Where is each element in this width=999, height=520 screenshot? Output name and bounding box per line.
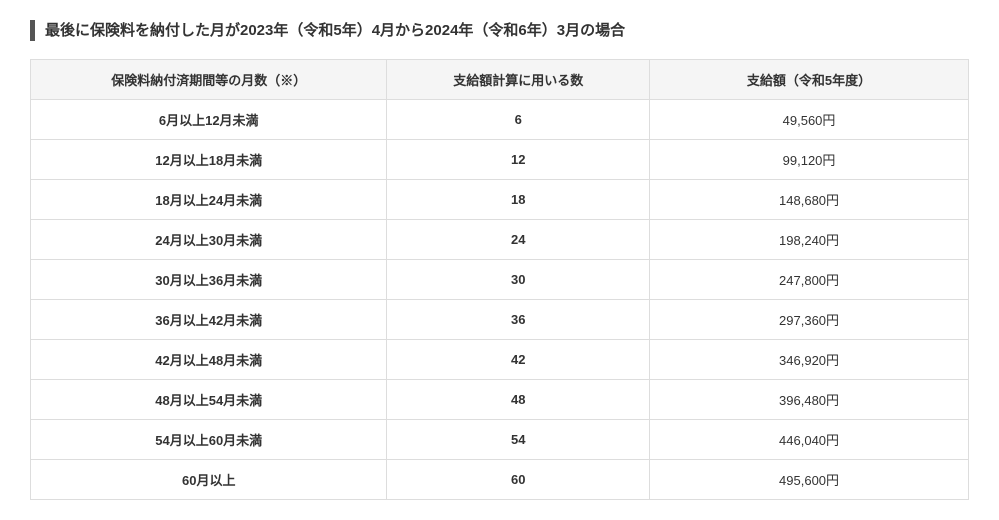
cell-period: 60月以上 — [31, 460, 387, 500]
col-header-number: 支給額計算に用いる数 — [387, 60, 650, 100]
table-row: 60月以上60495,600円 — [31, 460, 969, 500]
cell-amount: 297,360円 — [650, 300, 969, 340]
table-row: 36月以上42月未満36297,360円 — [31, 300, 969, 340]
cell-amount: 198,240円 — [650, 220, 969, 260]
page-title: 最後に保険料を納付した月が2023年（令和5年）4月から2024年（令和6年）3… — [45, 20, 969, 41]
table-row: 42月以上48月未満42346,920円 — [31, 340, 969, 380]
cell-amount: 446,040円 — [650, 420, 969, 460]
cell-period: 24月以上30月未満 — [31, 220, 387, 260]
cell-period: 30月以上36月未満 — [31, 260, 387, 300]
cell-amount: 396,480円 — [650, 380, 969, 420]
table-row: 24月以上30月未満24198,240円 — [31, 220, 969, 260]
table-row: 18月以上24月未満18148,680円 — [31, 180, 969, 220]
cell-amount: 495,600円 — [650, 460, 969, 500]
cell-amount: 99,120円 — [650, 140, 969, 180]
col-header-amount: 支給額（令和5年度） — [650, 60, 969, 100]
cell-number: 54 — [387, 420, 650, 460]
cell-amount: 247,800円 — [650, 260, 969, 300]
cell-number: 30 — [387, 260, 650, 300]
cell-number: 6 — [387, 100, 650, 140]
cell-amount: 346,920円 — [650, 340, 969, 380]
title-bar: 最後に保険料を納付した月が2023年（令和5年）4月から2024年（令和6年）3… — [30, 20, 969, 41]
table-header-row: 保険料納付済期間等の月数（※） 支給額計算に用いる数 支給額（令和5年度） — [31, 60, 969, 100]
cell-number: 60 — [387, 460, 650, 500]
col-header-period: 保険料納付済期間等の月数（※） — [31, 60, 387, 100]
cell-number: 18 — [387, 180, 650, 220]
table-row: 30月以上36月未満30247,800円 — [31, 260, 969, 300]
cell-number: 12 — [387, 140, 650, 180]
table-row: 12月以上18月未満1299,120円 — [31, 140, 969, 180]
cell-period: 48月以上54月未満 — [31, 380, 387, 420]
cell-period: 42月以上48月未満 — [31, 340, 387, 380]
cell-period: 12月以上18月未満 — [31, 140, 387, 180]
cell-period: 54月以上60月未満 — [31, 420, 387, 460]
cell-number: 48 — [387, 380, 650, 420]
table-row: 6月以上12月未満649,560円 — [31, 100, 969, 140]
table-row: 48月以上54月未満48396,480円 — [31, 380, 969, 420]
cell-number: 24 — [387, 220, 650, 260]
cell-number: 36 — [387, 300, 650, 340]
cell-period: 18月以上24月未満 — [31, 180, 387, 220]
cell-period: 6月以上12月未満 — [31, 100, 387, 140]
cell-amount: 148,680円 — [650, 180, 969, 220]
cell-period: 36月以上42月未満 — [31, 300, 387, 340]
cell-amount: 49,560円 — [650, 100, 969, 140]
table-row: 54月以上60月未満54446,040円 — [31, 420, 969, 460]
cell-number: 42 — [387, 340, 650, 380]
payment-table: 保険料納付済期間等の月数（※） 支給額計算に用いる数 支給額（令和5年度） 6月… — [30, 59, 969, 500]
